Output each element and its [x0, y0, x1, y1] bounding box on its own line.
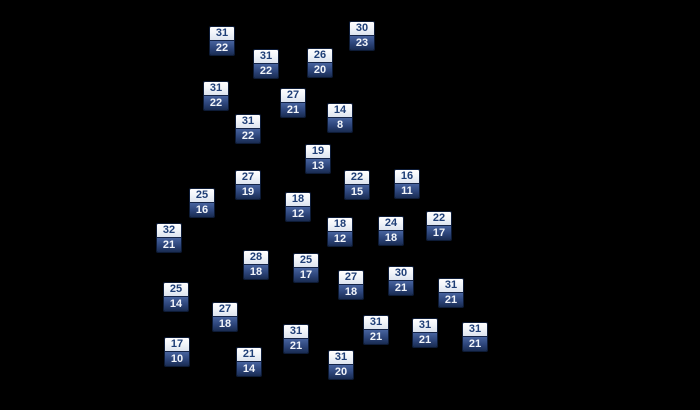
temp-marker[interactable]: 31 21 [412, 318, 438, 348]
temp-marker[interactable]: 22 15 [344, 170, 370, 200]
temp-marker[interactable]: 18 12 [327, 217, 353, 247]
low-temp-value: 14 [164, 296, 188, 311]
temp-marker[interactable]: 27 19 [235, 170, 261, 200]
temp-marker[interactable]: 19 13 [305, 144, 331, 174]
high-temp-value: 30 [350, 22, 374, 35]
high-temp-value: 14 [328, 104, 352, 117]
low-temp-value: 20 [308, 62, 332, 77]
temp-marker[interactable]: 31 22 [209, 26, 235, 56]
temp-marker[interactable]: 25 17 [293, 253, 319, 283]
high-temp-value: 31 [439, 279, 463, 292]
temp-marker[interactable]: 26 20 [307, 48, 333, 78]
temp-marker[interactable]: 14 8 [327, 103, 353, 133]
low-temp-value: 21 [157, 237, 181, 252]
low-temp-value: 17 [294, 267, 318, 282]
low-temp-value: 21 [364, 329, 388, 344]
temp-marker[interactable]: 31 21 [283, 324, 309, 354]
high-temp-value: 22 [427, 212, 451, 225]
temp-marker[interactable]: 31 22 [235, 114, 261, 144]
high-temp-value: 21 [237, 348, 261, 361]
high-temp-value: 31 [204, 82, 228, 95]
low-temp-value: 19 [236, 184, 260, 199]
low-temp-value: 21 [413, 332, 437, 347]
low-temp-value: 21 [463, 336, 487, 351]
low-temp-value: 13 [306, 158, 330, 173]
temp-marker[interactable]: 31 22 [203, 81, 229, 111]
temp-marker[interactable]: 31 21 [438, 278, 464, 308]
high-temp-value: 31 [364, 316, 388, 329]
high-temp-value: 31 [236, 115, 260, 128]
high-temp-value: 18 [286, 193, 310, 206]
temp-marker[interactable]: 21 14 [236, 347, 262, 377]
low-temp-value: 17 [427, 225, 451, 240]
temp-marker[interactable]: 28 18 [243, 250, 269, 280]
temp-marker[interactable]: 16 11 [394, 169, 420, 199]
temp-marker[interactable]: 27 21 [280, 88, 306, 118]
low-temp-value: 22 [236, 128, 260, 143]
high-temp-value: 26 [308, 49, 332, 62]
temp-marker[interactable]: 18 12 [285, 192, 311, 222]
low-temp-value: 18 [379, 230, 403, 245]
low-temp-value: 22 [254, 63, 278, 78]
low-temp-value: 10 [165, 351, 189, 366]
low-temp-value: 11 [395, 183, 419, 198]
high-temp-value: 24 [379, 217, 403, 230]
high-temp-value: 27 [339, 271, 363, 284]
high-temp-value: 22 [345, 171, 369, 184]
high-temp-value: 19 [306, 145, 330, 158]
low-temp-value: 12 [328, 231, 352, 246]
low-temp-value: 12 [286, 206, 310, 221]
temp-marker[interactable]: 17 10 [164, 337, 190, 367]
low-temp-value: 20 [329, 364, 353, 379]
high-temp-value: 31 [284, 325, 308, 338]
low-temp-value: 18 [339, 284, 363, 299]
low-temp-value: 21 [284, 338, 308, 353]
temp-marker[interactable]: 31 21 [363, 315, 389, 345]
low-temp-value: 21 [439, 292, 463, 307]
high-temp-value: 31 [329, 351, 353, 364]
low-temp-value: 18 [213, 316, 237, 331]
temp-marker[interactable]: 24 18 [378, 216, 404, 246]
low-temp-value: 21 [389, 280, 413, 295]
temp-marker[interactable]: 31 20 [328, 350, 354, 380]
low-temp-value: 18 [244, 264, 268, 279]
high-temp-value: 31 [413, 319, 437, 332]
high-temp-value: 25 [190, 189, 214, 202]
high-temp-value: 25 [164, 283, 188, 296]
high-temp-value: 31 [210, 27, 234, 40]
temp-marker[interactable]: 25 14 [163, 282, 189, 312]
low-temp-value: 8 [328, 117, 352, 132]
high-temp-value: 30 [389, 267, 413, 280]
temp-marker[interactable]: 27 18 [212, 302, 238, 332]
temp-marker[interactable]: 32 21 [156, 223, 182, 253]
high-temp-value: 16 [395, 170, 419, 183]
low-temp-value: 22 [210, 40, 234, 55]
low-temp-value: 22 [204, 95, 228, 110]
low-temp-value: 23 [350, 35, 374, 50]
high-temp-value: 27 [213, 303, 237, 316]
temp-marker[interactable]: 31 21 [462, 322, 488, 352]
high-temp-value: 27 [236, 171, 260, 184]
low-temp-value: 14 [237, 361, 261, 376]
temp-marker[interactable]: 31 22 [253, 49, 279, 79]
high-temp-value: 31 [463, 323, 487, 336]
high-temp-value: 31 [254, 50, 278, 63]
low-temp-value: 15 [345, 184, 369, 199]
low-temp-value: 16 [190, 202, 214, 217]
low-temp-value: 21 [281, 102, 305, 117]
temp-marker[interactable]: 27 18 [338, 270, 364, 300]
high-temp-value: 17 [165, 338, 189, 351]
high-temp-value: 18 [328, 218, 352, 231]
temp-marker[interactable]: 30 23 [349, 21, 375, 51]
temp-marker[interactable]: 25 16 [189, 188, 215, 218]
high-temp-value: 27 [281, 89, 305, 102]
high-temp-value: 32 [157, 224, 181, 237]
temp-marker[interactable]: 30 21 [388, 266, 414, 296]
high-temp-value: 25 [294, 254, 318, 267]
temp-marker[interactable]: 22 17 [426, 211, 452, 241]
high-temp-value: 28 [244, 251, 268, 264]
